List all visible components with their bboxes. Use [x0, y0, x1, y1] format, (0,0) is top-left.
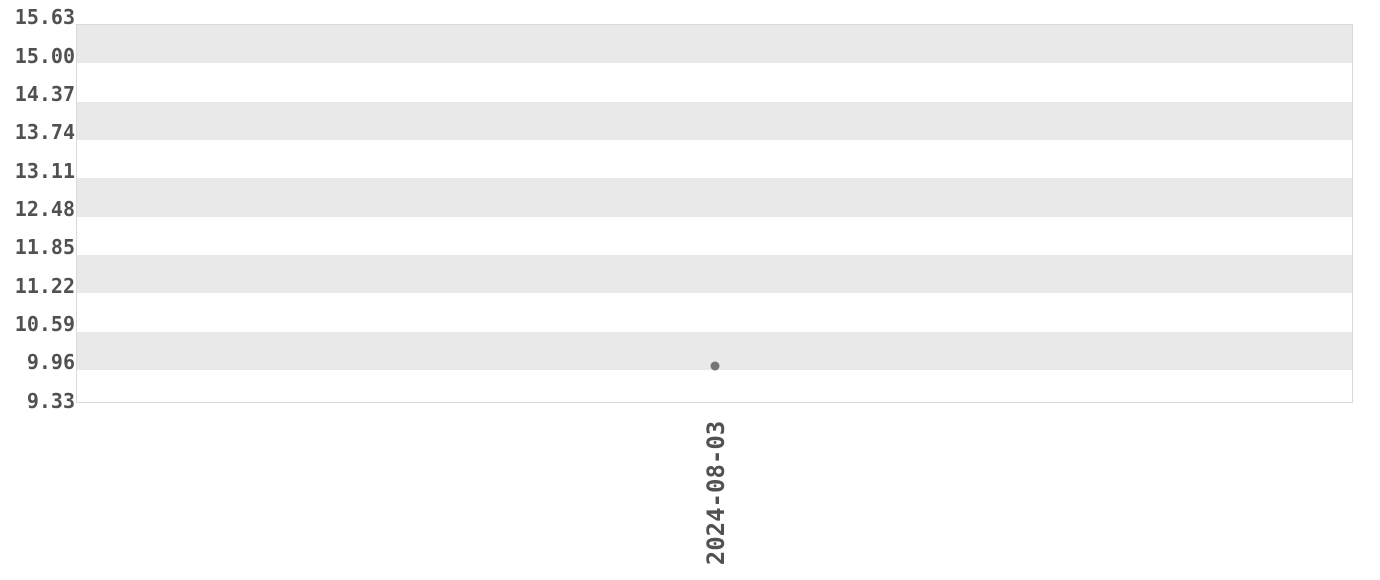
y-axis-tick-label: 12.48	[14, 196, 75, 221]
grid-band	[77, 217, 1352, 255]
grid-band	[77, 254, 1352, 294]
grid-band	[77, 370, 1352, 402]
plot-area	[76, 24, 1353, 403]
y-axis-tick-label: 9.96	[26, 350, 75, 375]
y-axis-tick-label: 15.63	[14, 5, 75, 30]
y-axis-tick-label: 13.11	[14, 158, 75, 183]
y-axis-tick-label: 10.59	[14, 311, 75, 336]
y-axis-tick-label: 14.37	[14, 81, 75, 106]
grid-band	[77, 293, 1352, 331]
y-axis-tick-label: 9.33	[26, 388, 75, 413]
y-axis-tick-label: 15.00	[14, 43, 75, 68]
x-axis-tick-label: 2024-08-03	[702, 420, 730, 566]
grid-band	[77, 101, 1352, 140]
y-axis-tick-label: 11.85	[14, 235, 75, 260]
grid-band	[77, 140, 1352, 178]
y-axis-tick-label: 11.22	[14, 273, 75, 298]
data-point-marker[interactable]	[710, 361, 719, 371]
grid-band	[77, 63, 1352, 101]
grid-band	[77, 25, 1352, 64]
grid-band	[77, 178, 1352, 217]
y-axis-tick-label: 13.74	[14, 120, 75, 145]
